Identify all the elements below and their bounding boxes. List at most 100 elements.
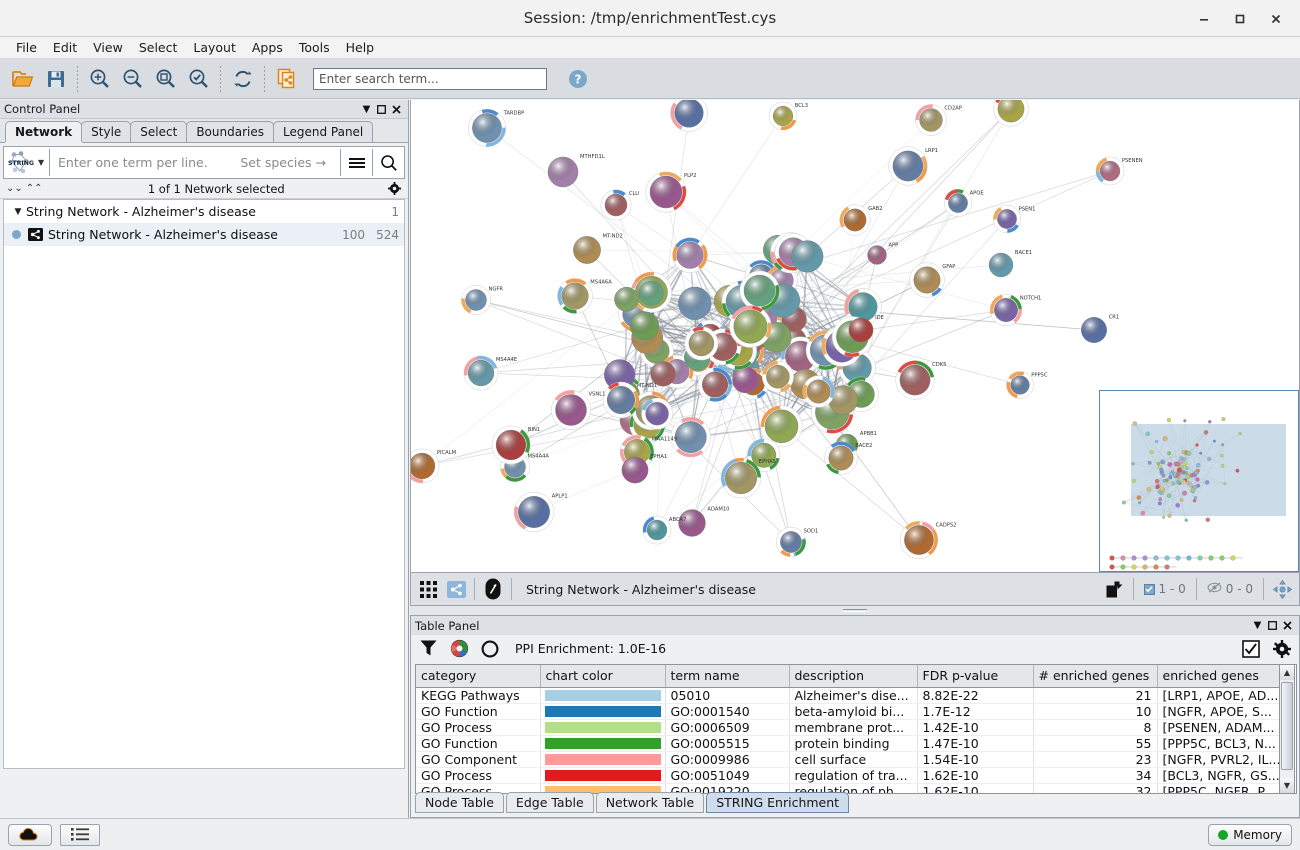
menu-file[interactable]: File	[16, 40, 37, 55]
string-query-input[interactable]	[50, 147, 241, 178]
birds-eye-view[interactable]	[1099, 390, 1299, 572]
table-body[interactable]: KEGG Pathways 05010 Alzheimer's dise... 8.8…	[416, 687, 1286, 793]
search-icon[interactable]	[373, 147, 404, 178]
select-all-checkbox-icon[interactable]	[1240, 638, 1262, 660]
svg-text:MS4A4E: MS4A4E	[496, 357, 517, 363]
scroll-up-arrow-icon[interactable]: ▲	[1280, 665, 1294, 680]
tab-string-enrichment[interactable]: STRING Enrichment	[706, 792, 850, 813]
col-category[interactable]: category	[416, 665, 541, 688]
zoom-in-icon[interactable]	[83, 62, 116, 95]
float-panel-icon[interactable]	[1265, 618, 1280, 633]
col-enriched-count[interactable]: # enriched genes	[1033, 665, 1158, 688]
filter-icon[interactable]	[417, 638, 439, 660]
tab-node-table[interactable]: Node Table	[415, 792, 504, 813]
minimize-icon[interactable]	[1186, 4, 1222, 34]
panel-split-handle[interactable]	[410, 606, 1300, 615]
tab-edge-table[interactable]: Edge Table	[505, 792, 594, 813]
table-row[interactable]: GO Component GO:0009986 cell surface 1.54E-…	[416, 751, 1286, 768]
annotation-icon[interactable]	[479, 576, 507, 602]
zoom-fit-icon[interactable]	[149, 62, 182, 95]
menu-apps[interactable]: Apps	[251, 40, 283, 55]
menu-layout[interactable]: Layout	[193, 40, 236, 55]
cloud-icon[interactable]	[8, 823, 52, 846]
network-tree[interactable]: ▼ String Network - Alzheimer's disease 1	[3, 199, 405, 769]
navigate-icon[interactable]	[1268, 576, 1296, 602]
chart-color-wheel-icon[interactable]	[448, 638, 470, 660]
divider	[372, 149, 373, 176]
tab-select[interactable]: Select	[130, 121, 188, 142]
tab-network-table[interactable]: Network Table	[595, 792, 705, 813]
tab-legend-panel[interactable]: Legend Panel	[273, 121, 374, 142]
scrollbar-thumb[interactable]	[1281, 682, 1293, 770]
node-selection-count[interactable]: 1 - 0	[1138, 582, 1192, 596]
table-row[interactable]: GO Process GO:0051049 regulation of tra...…	[416, 767, 1286, 784]
table-row[interactable]: GO Function GO:0001540 beta-amyloid bi... 1…	[416, 703, 1286, 720]
network-share-icon[interactable]	[442, 576, 470, 602]
menu-tools[interactable]: Tools	[298, 40, 330, 55]
maximize-icon[interactable]	[1222, 4, 1258, 34]
table-vertical-scrollbar[interactable]: ▲ ▼	[1279, 664, 1295, 794]
enrichment-table[interactable]: category chart color term name descripti…	[416, 665, 1286, 793]
hamburger-icon[interactable]	[341, 147, 372, 178]
col-chart-color[interactable]: chart color	[540, 665, 666, 688]
share-network-icon[interactable]	[270, 62, 303, 95]
col-fdr-pvalue[interactable]: FDR p-value	[917, 665, 1034, 688]
enrichment-table-wrapper[interactable]: category chart color term name descripti…	[415, 664, 1297, 794]
open-folder-icon[interactable]	[6, 62, 39, 95]
help-icon[interactable]: ?	[561, 62, 594, 95]
export-image-icon[interactable]	[1101, 576, 1129, 602]
refresh-icon[interactable]	[226, 62, 259, 95]
edge-selection-count[interactable]: 0 - 0	[1201, 582, 1259, 596]
col-enriched-genes[interactable]: enriched genes	[1157, 665, 1286, 688]
table-row[interactable]: KEGG Pathways 05010 Alzheimer's dise... 8.8…	[416, 687, 1286, 704]
search-input[interactable]	[313, 67, 547, 90]
zoom-out-icon[interactable]	[116, 62, 149, 95]
expand-all-icon[interactable]: ⌃⌃	[25, 183, 43, 194]
chevron-down-icon[interactable]: ▼	[1253, 620, 1262, 631]
birds-eye-viewport-rect[interactable]	[1131, 424, 1286, 516]
menu-help[interactable]: Help	[345, 40, 375, 55]
col-description[interactable]: description	[789, 665, 918, 688]
network-graph[interactable]: TARDBPMTHFD1LCLUNMEBCL3CD2APCYP19A1PSEN1…	[411, 100, 1299, 571]
gear-icon[interactable]	[387, 181, 402, 196]
close-panel-icon[interactable]	[389, 102, 404, 117]
selection-status-bar: ⌄⌄ ⌃⌃ 1 of 1 Network selected	[0, 179, 408, 199]
expand-triangle-icon[interactable]: ▼	[14, 206, 22, 217]
cell-category: GO Process	[416, 719, 541, 736]
tab-network[interactable]: Network	[5, 121, 83, 142]
table-row[interactable]: GO Function GO:0005515 protein binding 1.47…	[416, 735, 1286, 752]
string-logo-icon[interactable]: STRING	[4, 147, 38, 178]
collapse-all-icon[interactable]: ⌄⌄	[6, 183, 23, 194]
tab-style[interactable]: Style	[81, 121, 132, 142]
control-panel: Control Panel ▼ Network Style Select Bou…	[0, 100, 409, 818]
menu-view[interactable]: View	[93, 40, 123, 55]
gear-icon[interactable]	[1271, 638, 1293, 660]
zoom-selected-icon[interactable]	[182, 62, 215, 95]
menu-edit[interactable]: Edit	[52, 40, 78, 55]
tree-row-network[interactable]: String Network - Alzheimer's disease 100…	[4, 223, 404, 246]
chevron-down-icon[interactable]: ▼	[362, 103, 371, 115]
scroll-down-arrow-icon[interactable]: ▼	[1280, 778, 1294, 793]
tab-boundaries[interactable]: Boundaries	[186, 121, 274, 142]
task-list-icon[interactable]	[60, 823, 100, 846]
cell-genes: [NGFR, PVRL2, IL...	[1157, 751, 1286, 768]
tree-row-root[interactable]: ▼ String Network - Alzheimer's disease 1	[4, 200, 404, 223]
table-row[interactable]: GO Process GO:0006509 membrane prot... 1.42…	[416, 719, 1286, 736]
float-panel-icon[interactable]	[374, 102, 389, 117]
svg-text:CADPS2: CADPS2	[936, 522, 957, 528]
close-icon[interactable]	[1258, 4, 1294, 34]
grid-view-icon[interactable]	[414, 576, 442, 602]
string-dropdown-caret-icon[interactable]: ▼	[38, 158, 45, 167]
set-species-link[interactable]: Set species →	[240, 155, 326, 170]
svg-text:VSNL1: VSNL1	[589, 392, 606, 398]
memory-status-button[interactable]: Memory	[1208, 823, 1292, 846]
close-panel-icon[interactable]	[1280, 618, 1295, 633]
cell-count: 55	[1033, 735, 1158, 752]
menu-select[interactable]: Select	[138, 40, 178, 55]
memory-status-dot-icon	[1218, 829, 1229, 840]
network-view-canvas[interactable]: TARDBPMTHFD1LCLUNMEBCL3CD2APCYP19A1PSEN1…	[410, 100, 1300, 573]
col-term-name[interactable]: term name	[665, 665, 790, 688]
table-row[interactable]: GO Process GO:0019220 regulation of ph... 1…	[416, 783, 1286, 793]
save-icon[interactable]	[39, 62, 72, 95]
donut-chart-icon[interactable]	[479, 638, 501, 660]
